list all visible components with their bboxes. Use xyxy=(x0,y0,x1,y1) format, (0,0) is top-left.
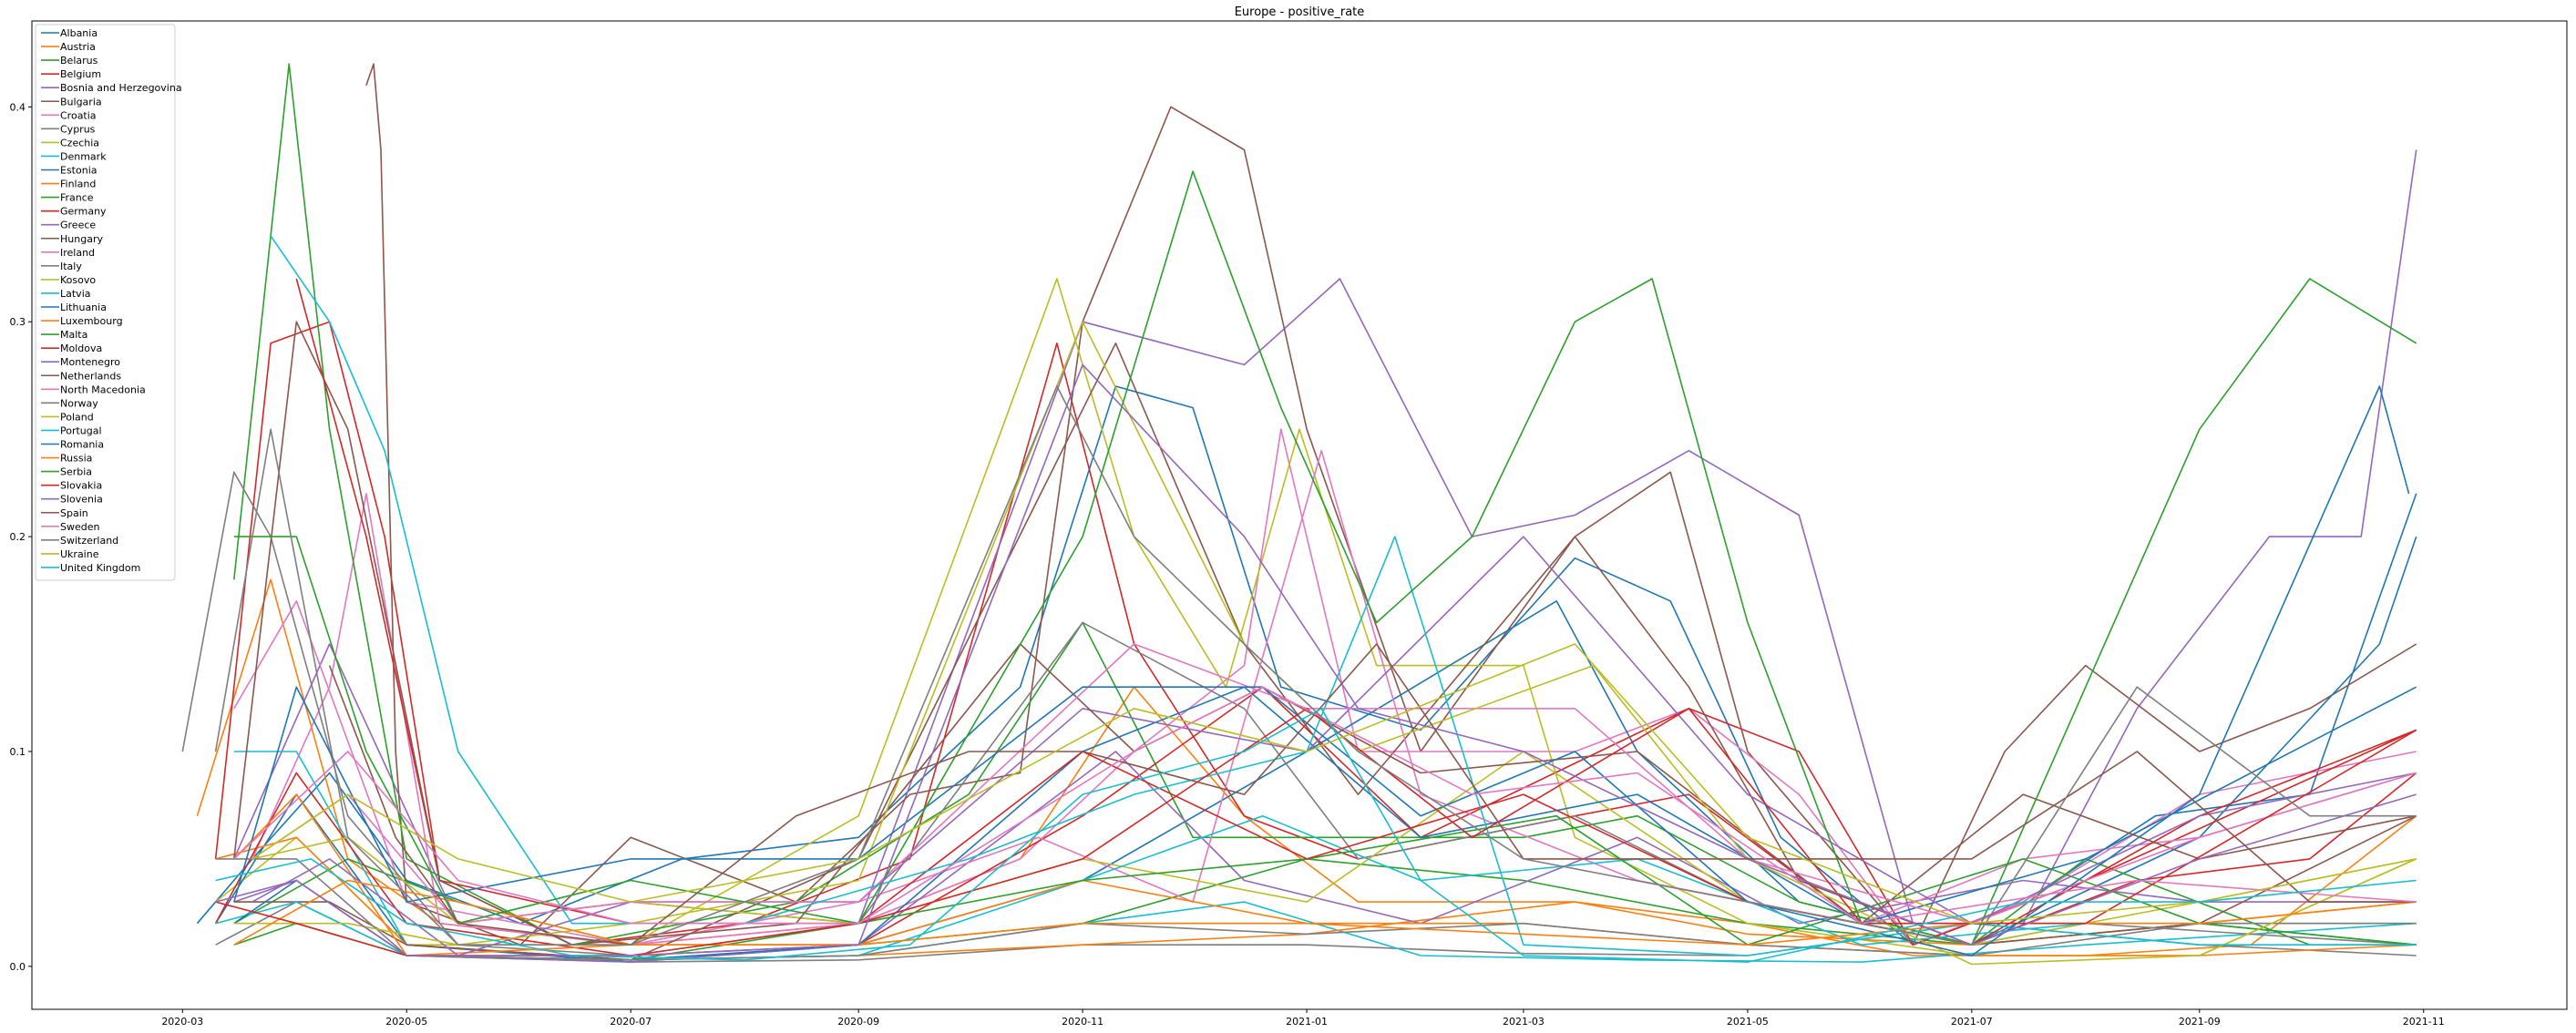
x-tick-label: 2021-07 xyxy=(1951,1016,1993,1028)
x-tick-label: 2020-07 xyxy=(610,1016,652,1028)
legend-label: Portugal xyxy=(60,424,102,436)
x-tick-label: 2021-09 xyxy=(2179,1016,2221,1028)
legend-label: France xyxy=(60,192,94,204)
legend-label: Switzerland xyxy=(60,535,118,547)
x-tick-label: 2021-01 xyxy=(1286,1016,1328,1028)
legend-label: Italy xyxy=(60,261,82,272)
chart-title: Europe - positive_rate xyxy=(1235,5,1365,19)
legend-label: Denmark xyxy=(60,150,107,162)
y-axis: 0.0 0.1 0.2 0.3 0.4 xyxy=(10,101,32,973)
y-tick-label: 0.2 xyxy=(10,531,26,543)
y-tick-label: 0.1 xyxy=(10,746,26,758)
series-line-norway xyxy=(215,858,2417,961)
series-line-ukraine xyxy=(251,643,2417,925)
series-line-switzerland xyxy=(214,385,2417,946)
legend-label: Slovakia xyxy=(60,480,102,492)
x-tick-label: 2021-11 xyxy=(2403,1016,2445,1028)
legend-label: Slovenia xyxy=(60,494,103,506)
legend-label: Germany xyxy=(60,206,107,218)
x-tick-label: 2021-05 xyxy=(1727,1016,1769,1028)
series-line-luxembourg xyxy=(233,793,2417,956)
legend-label: Bulgaria xyxy=(60,96,102,107)
legend-label: Luxembourg xyxy=(60,315,123,327)
legend-label: Sweden xyxy=(60,521,99,533)
plot-frame xyxy=(31,20,2568,1010)
legend-label: Spain xyxy=(60,507,88,519)
legend-label: Austria xyxy=(60,41,96,53)
legend: Albania Austria Belarus Belgium Bosnia and H… xyxy=(35,24,182,581)
legend-label: Albania xyxy=(60,27,97,39)
legend-label: Cyprus xyxy=(60,123,96,135)
legend-label: Serbia xyxy=(60,466,92,478)
legend-label: Kosovo xyxy=(60,274,96,286)
legend-label: United Kingdom xyxy=(60,562,140,574)
legend-label: Netherlands xyxy=(60,370,121,382)
legend-label: Romania xyxy=(60,439,104,451)
legend-label: Croatia xyxy=(60,109,97,121)
series-line-bulgaria xyxy=(365,63,2417,946)
series-line-united-kingdom xyxy=(215,708,2417,963)
legend-label: Belarus xyxy=(60,55,98,66)
x-tick-label: 2020-03 xyxy=(161,1016,203,1028)
legend-label: Estonia xyxy=(60,165,97,177)
legend-label: Russia xyxy=(60,453,92,465)
legend-label: Finland xyxy=(60,179,96,190)
series-line-spain xyxy=(328,643,2417,946)
x-axis: 2020-03 2020-05 2020-07 2020-09 2020-11 2021-… xyxy=(161,1009,2445,1028)
series-line-sweden xyxy=(233,686,2417,925)
legend-label: Hungary xyxy=(60,233,103,245)
x-tick-label: 2020-11 xyxy=(1062,1016,1103,1028)
legend-label: Czechia xyxy=(60,137,99,148)
series-line-portugal xyxy=(270,235,2417,956)
x-tick-label: 2021-03 xyxy=(1503,1016,1545,1028)
y-tick-label: 0.3 xyxy=(10,316,26,328)
series-line-kosovo xyxy=(251,751,2417,946)
plot-lines xyxy=(181,63,2417,966)
legend-label: Norway xyxy=(60,397,98,409)
series-line-romania xyxy=(233,385,2410,956)
legend-label: Latvia xyxy=(60,288,91,300)
x-tick-label: 2020-09 xyxy=(837,1016,879,1028)
series-line-france xyxy=(233,63,2417,946)
legend-label: Lithuania xyxy=(60,302,107,313)
legend-label: North Macedonia xyxy=(60,384,146,395)
series-line-latvia xyxy=(215,814,2417,961)
series-line-denmark xyxy=(233,751,2417,963)
legend-label: Ireland xyxy=(60,247,95,259)
series-line-north-macedonia xyxy=(251,643,2417,925)
legend-label: Belgium xyxy=(60,68,101,80)
legend-label: Ukraine xyxy=(60,548,99,560)
legend-box xyxy=(35,24,176,581)
x-tick-label: 2020-05 xyxy=(385,1016,427,1028)
legend-label: Poland xyxy=(60,411,94,423)
legend-label: Bosnia and Herzegovina xyxy=(60,82,182,94)
legend-label: Malta xyxy=(60,329,87,341)
y-tick-label: 0.4 xyxy=(10,101,26,113)
legend-label: Greece xyxy=(60,220,96,231)
series-line-slovakia xyxy=(215,708,2417,956)
legend-label: Montenegro xyxy=(60,356,120,368)
legend-label: Moldova xyxy=(60,343,102,354)
series-line-ireland xyxy=(233,449,2417,946)
y-tick-label: 0.0 xyxy=(10,961,26,973)
